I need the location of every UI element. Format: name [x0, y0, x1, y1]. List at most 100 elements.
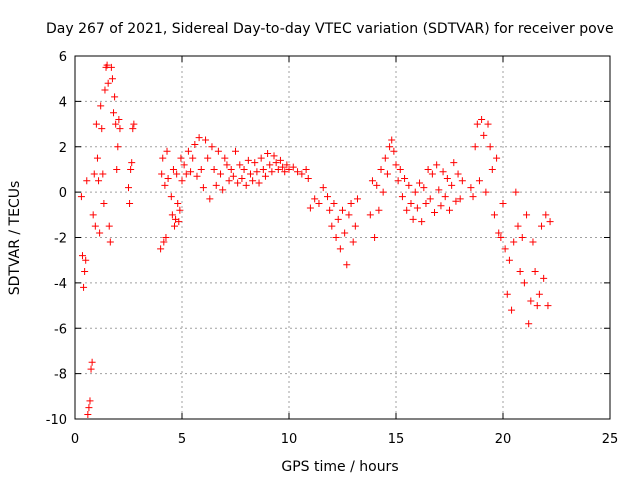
- data-point-marker: [88, 358, 96, 366]
- data-point-marker: [373, 181, 381, 189]
- data-point-marker: [289, 163, 297, 171]
- data-point-marker: [540, 274, 548, 282]
- data-point-marker: [441, 193, 449, 201]
- data-point-marker: [324, 193, 332, 201]
- data-point-marker: [223, 161, 231, 169]
- data-point-marker: [345, 211, 353, 219]
- data-point-marker: [448, 181, 456, 189]
- data-point-marker: [443, 175, 451, 183]
- x-tick-label: 25: [602, 432, 619, 447]
- data-point-marker: [546, 218, 554, 226]
- data-point-marker: [508, 306, 516, 314]
- data-point-marker: [212, 181, 220, 189]
- data-point-marker: [407, 199, 415, 207]
- data-point-marker: [285, 165, 293, 173]
- data-point-marker: [473, 120, 481, 128]
- y-tick-label: 2: [59, 141, 67, 156]
- data-point-marker: [219, 186, 227, 194]
- data-point-marker: [177, 154, 185, 162]
- data-point-marker: [199, 184, 207, 192]
- data-point-marker: [279, 163, 287, 171]
- data-point-marker: [475, 177, 483, 185]
- data-point-marker: [83, 177, 91, 185]
- data-point-marker: [339, 206, 346, 214]
- data-point-marker: [529, 238, 537, 246]
- data-point-marker: [439, 168, 447, 176]
- data-point-marker: [505, 256, 513, 264]
- data-point-marker: [469, 193, 477, 201]
- data-point-marker: [261, 172, 269, 180]
- data-point-marker: [454, 170, 462, 178]
- data-point-marker: [90, 170, 98, 178]
- data-point-marker: [125, 184, 132, 192]
- data-point-marker: [315, 199, 323, 207]
- data-point-marker: [161, 181, 169, 189]
- data-point-marker: [178, 177, 186, 185]
- data-point-marker: [160, 238, 168, 246]
- data-point-marker: [411, 188, 419, 196]
- data-point-marker: [377, 165, 385, 173]
- chart-title: Day 267 of 2021, Sidereal Day-to-day VTE…: [46, 21, 614, 37]
- data-point-marker: [328, 222, 336, 230]
- data-point-marker: [450, 159, 458, 167]
- y-tick-label: -6: [54, 322, 67, 337]
- data-point-marker: [87, 365, 95, 373]
- data-point-marker: [394, 177, 402, 185]
- data-point-marker: [520, 279, 528, 287]
- data-point-marker: [191, 140, 199, 148]
- data-point-marker: [478, 116, 486, 124]
- data-point-marker: [169, 165, 177, 173]
- data-point-marker: [347, 199, 355, 207]
- data-point-marker: [379, 188, 387, 196]
- data-point-marker: [195, 134, 203, 142]
- data-point-marker: [499, 199, 507, 207]
- x-tick-label: 15: [388, 432, 405, 447]
- data-point-marker: [516, 268, 524, 276]
- data-point-marker: [187, 168, 195, 176]
- data-point-marker: [531, 268, 539, 276]
- data-point-marker: [349, 238, 357, 246]
- data-point-marker: [533, 302, 541, 310]
- x-tick-label: 0: [71, 432, 79, 447]
- data-point-marker: [334, 215, 342, 223]
- data-point-marker: [162, 234, 170, 241]
- data-point-marker: [311, 195, 319, 203]
- data-point-marker: [426, 195, 434, 203]
- data-point-marker: [270, 152, 278, 160]
- data-point-marker: [127, 165, 135, 173]
- data-point-marker: [396, 165, 404, 173]
- data-point-marker: [232, 147, 239, 155]
- x-tick-label: 5: [178, 432, 186, 447]
- data-point-marker: [523, 211, 531, 219]
- data-point-marker: [413, 204, 421, 212]
- data-point-marker: [452, 197, 460, 205]
- data-point-marker: [257, 154, 265, 162]
- data-point-marker: [106, 238, 114, 246]
- y-tick-label: 0: [59, 186, 67, 201]
- data-point-marker: [392, 161, 400, 169]
- data-point-marker: [501, 245, 509, 253]
- data-point-marker: [366, 211, 374, 219]
- data-point-marker: [332, 234, 340, 241]
- data-point-marker: [388, 136, 396, 144]
- data-point-marker: [164, 175, 172, 183]
- data-point-marker: [446, 206, 453, 214]
- x-tick-label: 20: [495, 432, 512, 447]
- data-point-marker: [456, 195, 464, 203]
- data-point-marker: [435, 186, 443, 194]
- data-point-marker: [104, 79, 112, 87]
- data-point-marker: [210, 165, 218, 173]
- data-point-marker: [167, 193, 175, 201]
- data-point-marker: [381, 154, 389, 162]
- data-point-marker: [471, 143, 479, 151]
- data-point-marker: [158, 170, 166, 178]
- data-point-marker: [80, 283, 88, 291]
- data-point-marker: [497, 234, 505, 241]
- data-point-marker: [510, 238, 518, 246]
- data-point-marker: [401, 175, 409, 183]
- data-point-marker: [189, 154, 197, 162]
- data-point-marker: [110, 109, 118, 117]
- data-point-marker: [112, 120, 120, 128]
- y-tick-label: 4: [59, 95, 67, 110]
- data-point-marker: [108, 75, 116, 83]
